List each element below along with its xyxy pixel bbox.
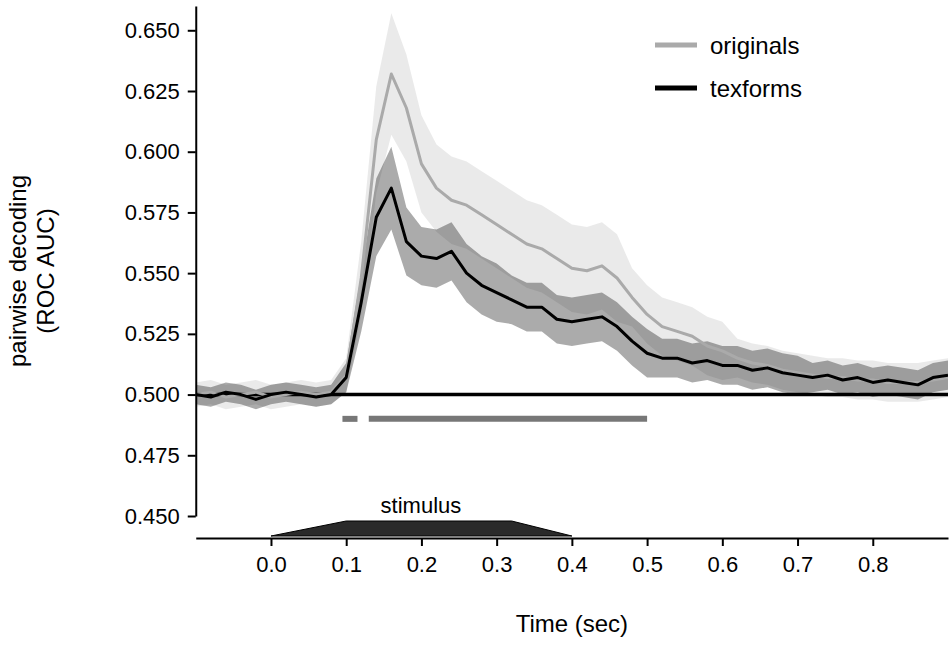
tick-mark [188,91,196,93]
tick: 0.8 [858,538,889,577]
tick-mark [188,30,196,32]
plot-area [196,13,948,419]
tick-label: 0.650 [125,18,180,43]
tick-label: 0.500 [125,382,180,407]
tick: 0.525 [125,321,196,346]
y-axis-title: (ROC AUC) [32,208,59,333]
tick-mark [722,538,724,546]
tick: 0.650 [125,18,196,43]
tick-mark [270,538,272,546]
tick-mark [346,538,348,546]
tick-label: 0.600 [125,139,180,164]
x-axis: 0.0 0.1 0.2 0.3 0.4 0.5 0.6 0.7 0.8 [196,538,948,577]
significance-bar [342,416,357,422]
tick: 0.600 [125,139,196,164]
tick-label: 0.0 [256,552,287,577]
tick-label: 0.625 [125,79,180,104]
significance-bar [369,416,647,422]
y-axis-title: pairwise decoding [4,175,31,367]
y-axis: 0.450 0.475 0.500 0.525 0.550 0.575 0.600 0.625… [125,7,197,529]
tick: 0.5 [632,538,663,577]
tick: 0.1 [331,538,362,577]
tick-mark [188,455,196,457]
tick-label: 0.450 [125,504,180,529]
chart: 0.450 0.475 0.500 0.525 0.550 0.575 0.600 0.625… [0,0,952,648]
tick-label: 0.7 [783,552,814,577]
tick-label: 0.1 [331,552,362,577]
legend-swatch [655,86,697,91]
series-line [196,188,948,399]
tick-mark [188,516,196,518]
tick-mark [647,538,649,546]
tick-label: 0.550 [125,261,180,286]
tick: 0.550 [125,261,196,286]
tick-label: 0.8 [858,552,889,577]
tick: 0.625 [125,79,196,104]
tick: 0.500 [125,382,196,407]
tick-mark [872,538,874,546]
tick: 0.450 [125,504,196,529]
tick-mark [188,394,196,396]
stimulus-label: stimulus [381,493,462,518]
tick: 0.575 [125,200,196,225]
tick-mark [571,538,573,546]
tick: 0.475 [125,443,196,468]
x-axis-title: Time (sec) [516,610,628,637]
tick-label: 0.4 [557,552,588,577]
tick: 0.7 [783,538,814,577]
legend-label: texforms [710,75,802,102]
tick: 0.2 [407,538,438,577]
tick-mark [496,538,498,546]
tick-label: 0.3 [482,552,513,577]
legend-swatch [655,43,697,48]
tick-mark [188,273,196,275]
tick-label: 0.475 [125,443,180,468]
tick-mark [797,538,799,546]
tick-label: 0.2 [407,552,438,577]
tick: 0.3 [482,538,513,577]
legend-label: originals [710,32,799,59]
tick-label: 0.575 [125,200,180,225]
tick-mark [188,151,196,153]
series-line [196,74,948,397]
tick-mark [421,538,423,546]
tick: 0.4 [557,538,588,577]
tick-label: 0.6 [708,552,739,577]
legend: originals texforms [655,32,802,102]
tick: 0.6 [708,538,739,577]
tick-mark [188,212,196,214]
error-band [196,13,948,409]
tick-label: 0.525 [125,321,180,346]
tick: 0.0 [256,538,287,577]
stimulus-shape [271,521,572,536]
tick-mark [188,333,196,335]
error-band [196,147,948,409]
tick-label: 0.5 [632,552,663,577]
axis-line [195,7,197,517]
